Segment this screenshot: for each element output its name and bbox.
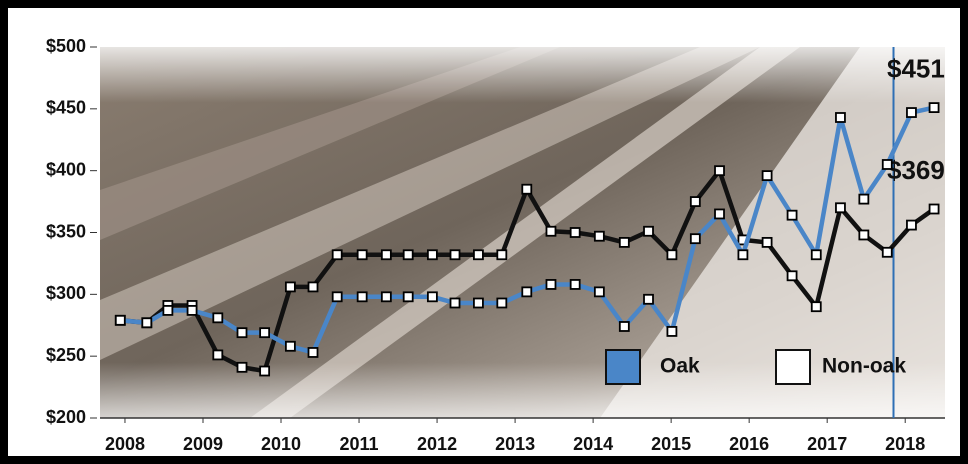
y-tick-label: $200 [46, 407, 86, 427]
data-point [260, 328, 269, 337]
data-point [116, 316, 125, 325]
x-tick-label: 2017 [807, 434, 847, 454]
data-point [474, 298, 483, 307]
data-point [812, 250, 821, 259]
data-point [907, 221, 916, 230]
data-point [286, 282, 295, 291]
data-point [404, 292, 413, 301]
x-tick-label: 2011 [340, 434, 379, 454]
data-point [382, 250, 391, 259]
data-point [546, 280, 555, 289]
data-point [763, 171, 772, 180]
data-point [788, 271, 797, 280]
data-point [451, 250, 460, 259]
data-point [788, 211, 797, 220]
x-tick-label: 2016 [729, 434, 769, 454]
x-tick-label: 2014 [573, 434, 613, 454]
x-tick-label: 2013 [495, 434, 535, 454]
data-point [571, 228, 580, 237]
legend-swatch [776, 350, 810, 384]
legend-swatch [606, 350, 640, 384]
data-point [620, 238, 629, 247]
y-tick-label: $450 [46, 98, 86, 118]
data-point [715, 166, 724, 175]
data-point [358, 250, 367, 259]
x-tick-label: 2015 [651, 434, 691, 454]
data-point [428, 250, 437, 259]
data-point [836, 203, 845, 212]
data-point [309, 282, 318, 291]
data-point [213, 313, 222, 322]
data-point [595, 287, 604, 296]
data-point [907, 108, 916, 117]
data-point [309, 348, 318, 357]
y-tick-label: $400 [46, 159, 86, 179]
data-point [522, 185, 531, 194]
data-point [620, 322, 629, 331]
legend-label: Oak [660, 355, 700, 378]
value-label: $451 [887, 53, 945, 83]
data-point [497, 298, 506, 307]
data-point [644, 295, 653, 304]
data-point [260, 367, 269, 376]
data-point [715, 209, 724, 218]
data-point [859, 195, 868, 204]
y-tick-label: $250 [46, 345, 86, 365]
data-point [188, 306, 197, 315]
value-label: $369 [887, 155, 945, 185]
data-point [333, 250, 342, 259]
data-point [883, 248, 892, 257]
data-point [883, 160, 892, 169]
x-tick-label: 2010 [261, 434, 301, 454]
data-point [812, 302, 821, 311]
data-point [213, 350, 222, 359]
data-point [667, 327, 676, 336]
data-point [763, 238, 772, 247]
data-point [358, 292, 367, 301]
y-tick-label: $500 [46, 36, 86, 56]
data-point [497, 250, 506, 259]
data-point [522, 287, 531, 296]
y-tick-label: $350 [46, 221, 86, 241]
data-point [571, 280, 580, 289]
data-point [595, 232, 604, 241]
data-point [238, 328, 247, 337]
x-tick-label: 2018 [885, 434, 925, 454]
data-point [836, 113, 845, 122]
data-point [691, 197, 700, 206]
data-point [333, 292, 342, 301]
data-point [546, 227, 555, 236]
data-point [238, 363, 247, 372]
x-tick-label: 2008 [105, 434, 145, 454]
data-point [667, 250, 676, 259]
x-tick-label: 2012 [417, 434, 457, 454]
data-point [404, 250, 413, 259]
data-point [691, 234, 700, 243]
data-point [474, 250, 483, 259]
y-tick-label: $300 [46, 283, 86, 303]
x-tick-label: 2009 [183, 434, 223, 454]
chart: $200 $250 $300 $350 $400 $450 $500 2008 2009 2010… [0, 0, 968, 464]
data-point [738, 250, 747, 259]
data-point [930, 103, 939, 112]
data-point [644, 227, 653, 236]
data-point [428, 292, 437, 301]
data-point [930, 205, 939, 214]
data-point [382, 292, 391, 301]
data-point [451, 298, 460, 307]
data-point [286, 342, 295, 351]
data-point [859, 230, 868, 239]
data-point [142, 318, 151, 327]
legend-label: Non-oak [822, 355, 906, 378]
data-point [163, 306, 172, 315]
